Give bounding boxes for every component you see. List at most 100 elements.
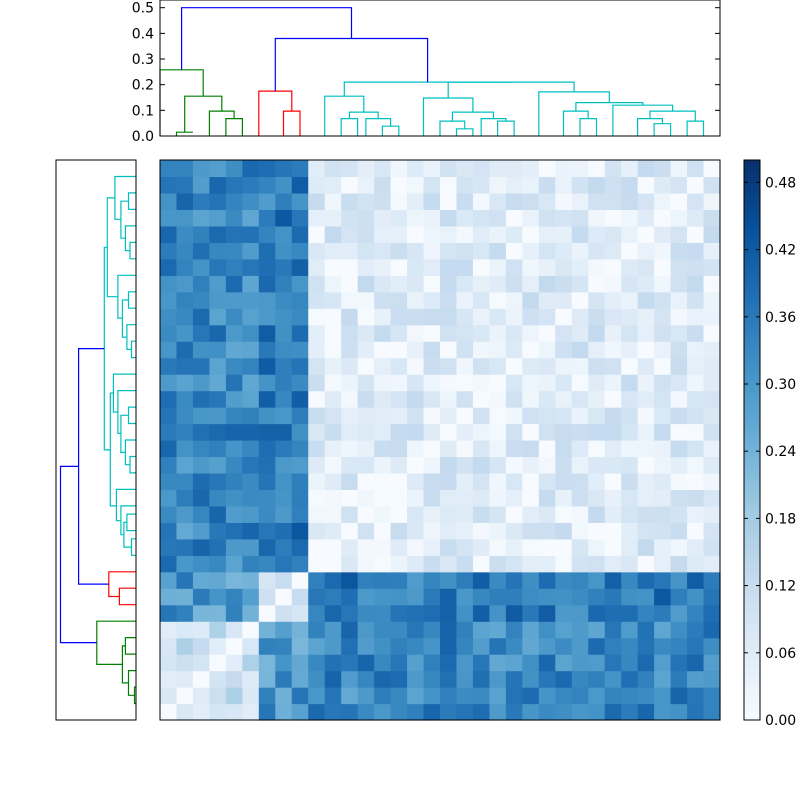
heatmap-cell [341, 505, 359, 523]
heatmap-cell [225, 209, 243, 227]
heatmap-cell [242, 341, 260, 359]
heatmap-cell [555, 291, 573, 309]
heatmap-cell [357, 160, 375, 178]
heatmap-cell [456, 407, 474, 425]
heatmap-cell [324, 225, 342, 243]
heatmap-cell [407, 489, 425, 507]
heatmap-cell [225, 489, 243, 507]
heatmap-cell [407, 357, 425, 375]
heatmap-cell [423, 209, 441, 227]
heatmap-cell [357, 258, 375, 276]
heatmap-cell [341, 407, 359, 425]
heatmap-cell [456, 209, 474, 227]
heatmap-cell [258, 687, 276, 705]
heatmap-cell [670, 407, 688, 425]
heatmap-cell [687, 538, 705, 556]
heatmap-cell [242, 588, 260, 606]
heatmap-cell [472, 275, 491, 293]
heatmap-cell [423, 670, 441, 688]
heatmap-cell [440, 621, 458, 639]
heatmap-cell [291, 407, 309, 425]
heatmap-cell [341, 703, 359, 721]
heatmap-cell [242, 670, 260, 688]
heatmap-cell [308, 505, 326, 523]
heatmap-cell [522, 275, 540, 293]
heatmap-cell [341, 472, 359, 491]
heatmap-cell [489, 703, 507, 721]
heatmap-cell [555, 489, 573, 507]
heatmap-cell [324, 308, 342, 326]
heatmap-cell [456, 538, 474, 556]
heatmap-cell [209, 538, 227, 556]
heatmap-cell [588, 538, 606, 556]
heatmap-cell [308, 324, 326, 342]
heatmap-cell [489, 374, 507, 392]
heatmap-cell [621, 357, 639, 375]
heatmap-cell [555, 242, 573, 260]
heatmap-cell [456, 258, 474, 276]
heatmap-cell [209, 407, 227, 425]
heatmap-cell [555, 637, 573, 655]
heatmap-cell [604, 423, 622, 441]
heatmap-cell [308, 407, 326, 425]
heatmap-cell [291, 621, 309, 639]
heatmap-cell [390, 324, 408, 342]
heatmap-cell [374, 571, 392, 589]
heatmap-cell [637, 687, 655, 705]
heatmap-cell [390, 308, 408, 326]
heatmap-cell [225, 687, 243, 705]
heatmap-cell [291, 225, 309, 243]
heatmap-cell [654, 192, 672, 211]
heatmap-cell [538, 275, 556, 293]
heatmap-cell [341, 571, 359, 589]
heatmap-cell [374, 604, 392, 622]
heatmap-cell [275, 472, 293, 491]
heatmap-cell [654, 538, 672, 556]
heatmap-cell [324, 456, 342, 474]
heatmap-cell [308, 242, 326, 260]
heatmap-cell [538, 390, 556, 408]
heatmap-cell [505, 407, 523, 425]
heatmap-cell [291, 242, 309, 260]
heatmap-cell [489, 670, 507, 688]
heatmap-cell [654, 341, 672, 359]
heatmap-cell [703, 654, 721, 672]
heatmap-cell [225, 703, 243, 721]
heatmap-cell [588, 242, 606, 260]
heatmap-cell [192, 456, 211, 474]
heatmap-cell [341, 308, 359, 326]
heatmap-cell [522, 176, 540, 194]
heatmap-cell [374, 192, 392, 211]
heatmap-cell [407, 275, 425, 293]
heatmap-cell [687, 275, 705, 293]
heatmap-cell [472, 637, 491, 655]
heatmap-cell [522, 258, 540, 276]
heatmap-cell [670, 275, 688, 293]
colorbar-tick-label: 0.00 [765, 713, 796, 729]
heatmap-cell [456, 604, 474, 622]
heatmap-cell [176, 472, 194, 491]
top-dendrogram: 0.0 0.1 0.2 0.3 0.4 0.5 [132, 0, 721, 145]
heatmap-cell [374, 687, 392, 705]
heatmap-cell [423, 374, 441, 392]
heatmap-cell [423, 324, 441, 342]
heatmap-cell [687, 423, 705, 441]
heatmap-cell [637, 588, 655, 606]
heatmap-cell [670, 291, 688, 309]
heatmap-cell [390, 654, 408, 672]
heatmap-cell [176, 275, 194, 293]
heatmap-matrix [159, 159, 721, 721]
heatmap-cell [505, 654, 523, 672]
heatmap-cell [440, 505, 458, 523]
heatmap-cell [604, 390, 622, 408]
heatmap-cell [423, 160, 441, 178]
heatmap-cell [654, 357, 672, 375]
heatmap-cell [407, 588, 425, 606]
heatmap-cell [440, 489, 458, 507]
heatmap-cell [588, 440, 606, 458]
heatmap-cell [390, 703, 408, 721]
heatmap-cell [209, 242, 227, 260]
heatmap-cell [160, 472, 178, 491]
heatmap-cell [308, 621, 326, 639]
heatmap-cell [604, 538, 622, 556]
